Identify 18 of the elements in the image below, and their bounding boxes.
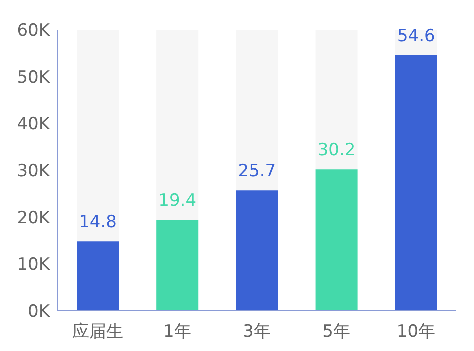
data-label: 19.4 [158, 191, 197, 212]
x-tick-label: 应届生 [72, 322, 124, 342]
data-label: 54.6 [397, 26, 436, 46]
x-tick-label: 10年 [396, 322, 436, 342]
y-tick-label: 20K [17, 208, 51, 228]
bar [77, 242, 119, 311]
data-label: 25.7 [238, 162, 276, 182]
data-label: 30.2 [318, 140, 356, 161]
y-tick-label: 50K [17, 68, 51, 88]
y-tick-label: 30K [17, 162, 51, 182]
y-tick-label: 0K [28, 302, 51, 322]
x-tick-label: 5年 [322, 322, 351, 342]
y-tick-label: 60K [17, 21, 51, 42]
x-tick-label: 1年 [163, 322, 192, 342]
x-tick-label: 3年 [243, 322, 271, 342]
y-tick-label: 40K [17, 114, 51, 135]
data-label: 14.8 [79, 212, 117, 233]
y-tick-label: 10K [17, 255, 51, 276]
